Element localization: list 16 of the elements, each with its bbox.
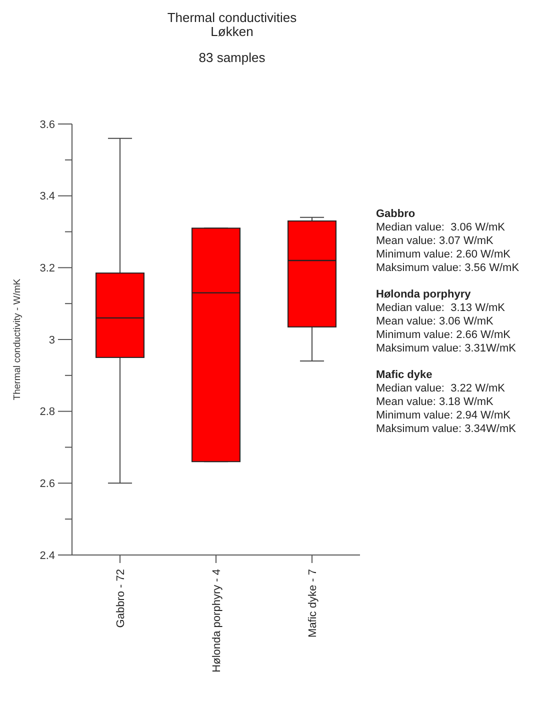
chart-title: Thermal conductivities Løkken: [167, 10, 298, 39]
text: Mafic dyke Median value: 3.22 W/mK Mean value: 3.18 W/mK Minimum value: 2.94 W/mK Maksimum value: 3.34W/mK: [376, 369, 517, 435]
y-tick-label: 3.6: [40, 118, 55, 131]
x-tick-label: Gabbro - 72: [114, 569, 127, 628]
y-tick-label: 3: [48, 334, 55, 346]
y-tick-label: 3.4: [40, 190, 55, 203]
chart-subtitle: 83 samples: [198, 50, 266, 65]
x-tick-label: Mafic dyke - 7: [306, 569, 319, 638]
y-tick-label: 2.6: [40, 478, 55, 490]
x-tick-label: Hølonda porphyry - 4: [210, 569, 223, 672]
text: Hølonda porphyry Median value: 3.13 W/mK Mean value: 3.06 W/mK Minimum value: 2.66 W/mK Maksimum value: 3.31W/mK: [376, 288, 517, 354]
y-tick-label: 3.2: [40, 262, 55, 275]
y-tick-label: 2.8: [40, 406, 55, 418]
y-tick-label: 2.4: [40, 550, 55, 562]
text: Gabbro Median value: 3.06 W/mK Mean value: 3.07 W/mK Minimum value: 2.60 W/mK Maksimum value: 3.56 W/mK: [376, 208, 520, 274]
y-axis-title: Thermal conductivity - W/mK: [12, 278, 23, 400]
